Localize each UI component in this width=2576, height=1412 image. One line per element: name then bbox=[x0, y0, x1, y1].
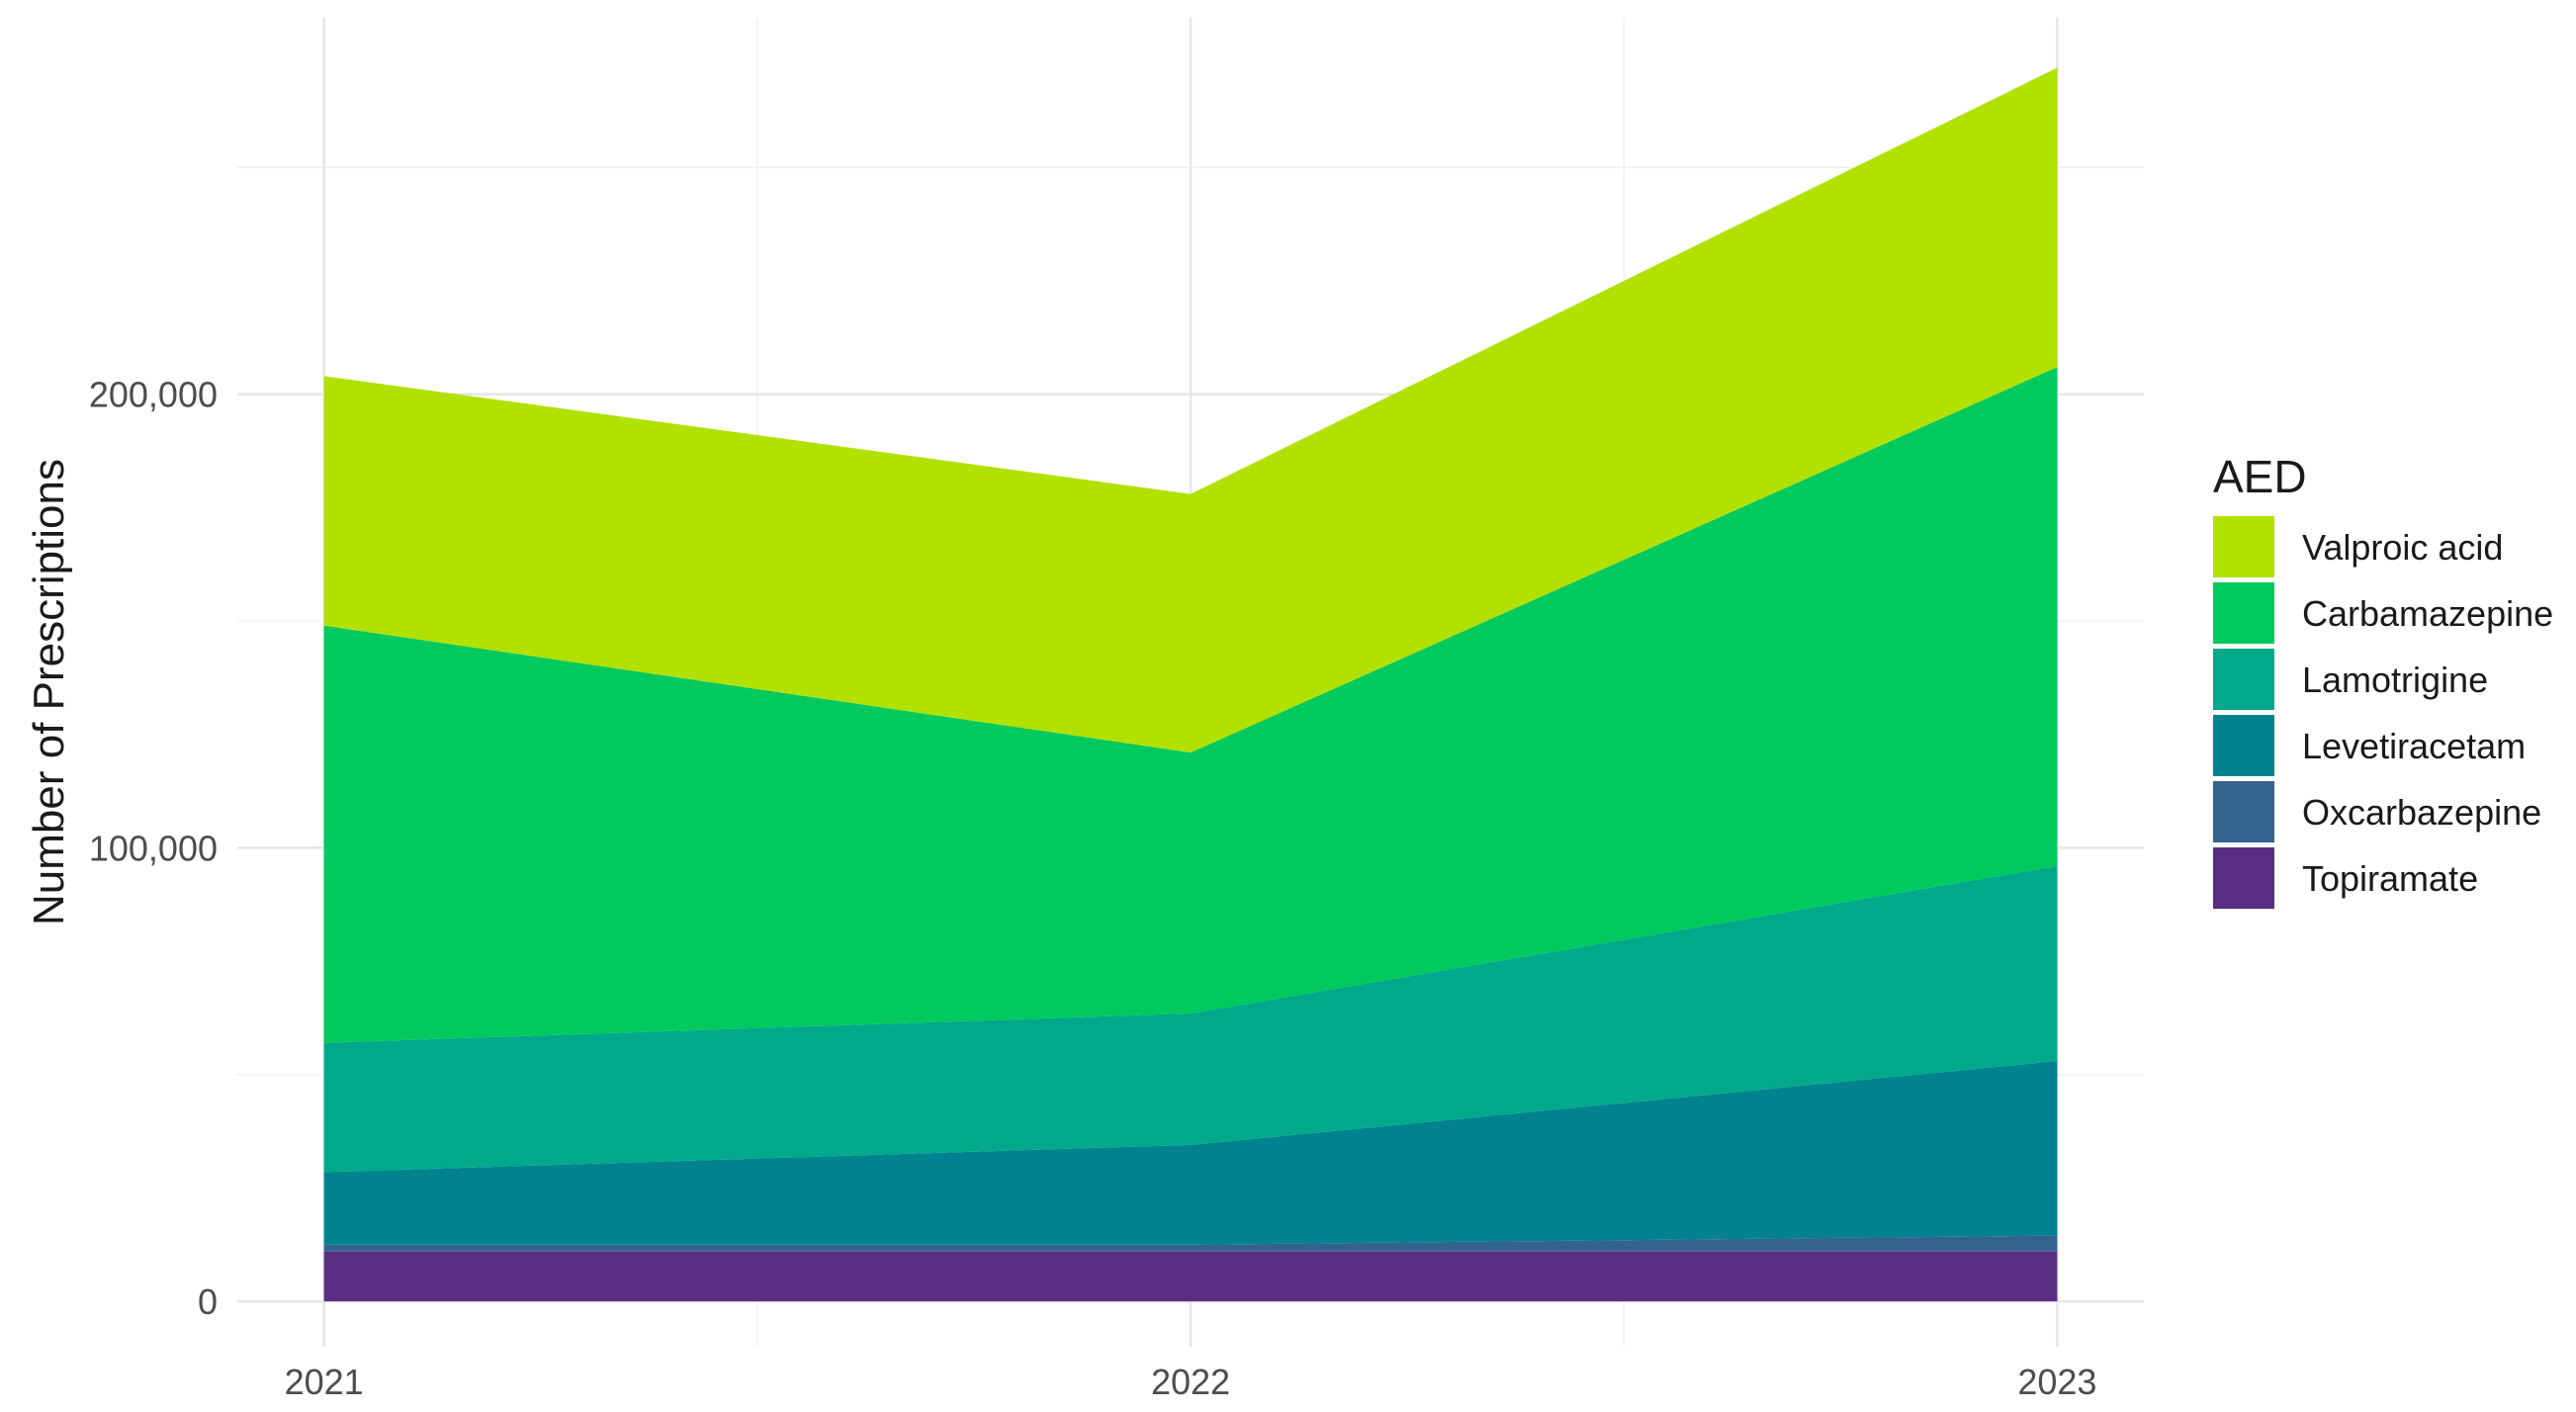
x-tick-label-0: 2021 bbox=[285, 1362, 364, 1402]
legend-item-carbamazepine: Carbamazepine bbox=[2213, 582, 2553, 644]
legend-key-oxcarbazepine bbox=[2213, 781, 2274, 842]
legend-title: AED bbox=[2213, 451, 2307, 502]
legend-label-carbamazepine: Carbamazepine bbox=[2302, 593, 2553, 634]
legend-item-topiramate: Topiramate bbox=[2213, 847, 2478, 909]
area-carbamazepine bbox=[323, 367, 2058, 1043]
x-axis-ticks: 2021 2022 2023 bbox=[285, 1362, 2097, 1402]
legend-key-valproic-acid bbox=[2213, 516, 2274, 577]
legend-key-levetiracetam bbox=[2213, 715, 2274, 776]
legend-item-valproic-acid: Valproic acid bbox=[2213, 516, 2503, 577]
area-lamotrigine bbox=[323, 865, 2058, 1173]
legend-label-topiramate: Topiramate bbox=[2302, 858, 2478, 899]
legend-item-oxcarbazepine: Oxcarbazepine bbox=[2213, 781, 2541, 842]
legend: AED Valproic acid Carbamazepine Lamotrigin… bbox=[2213, 451, 2553, 909]
y-tick-label-0: 0 bbox=[198, 1281, 218, 1322]
y-axis-title: Number of Prescriptions bbox=[25, 459, 73, 926]
legend-item-lamotrigine: Lamotrigine bbox=[2213, 649, 2488, 710]
axes: 0 100,000 200,000 2021 2022 2023 Number of P… bbox=[25, 375, 2096, 1402]
x-tick-label-2: 2023 bbox=[2017, 1362, 2096, 1402]
legend-key-topiramate bbox=[2213, 847, 2274, 909]
legend-label-oxcarbazepine: Oxcarbazepine bbox=[2302, 792, 2541, 833]
legend-item-levetiracetam: Levetiracetam bbox=[2213, 715, 2526, 776]
legend-key-carbamazepine bbox=[2213, 582, 2274, 644]
y-tick-label-2: 200,000 bbox=[89, 375, 218, 415]
legend-label-levetiracetam: Levetiracetam bbox=[2302, 726, 2526, 766]
legend-label-valproic-acid: Valproic acid bbox=[2302, 527, 2503, 568]
x-tick-label-1: 2022 bbox=[1151, 1362, 1230, 1402]
legend-items: Valproic acid Carbamazepine Lamotrigine Lev… bbox=[2213, 516, 2553, 909]
area-valproic-acid bbox=[323, 67, 2058, 753]
y-axis-ticks: 0 100,000 200,000 bbox=[89, 375, 218, 1322]
legend-label-lamotrigine: Lamotrigine bbox=[2302, 660, 2488, 700]
area-topiramate bbox=[323, 1251, 2058, 1302]
area-series-group bbox=[323, 67, 2058, 1302]
legend-key-lamotrigine bbox=[2213, 649, 2274, 710]
area-oxcarbazepine bbox=[323, 1235, 2058, 1252]
area-levetiracetam bbox=[323, 1061, 2058, 1245]
y-tick-label-1: 100,000 bbox=[89, 828, 218, 868]
